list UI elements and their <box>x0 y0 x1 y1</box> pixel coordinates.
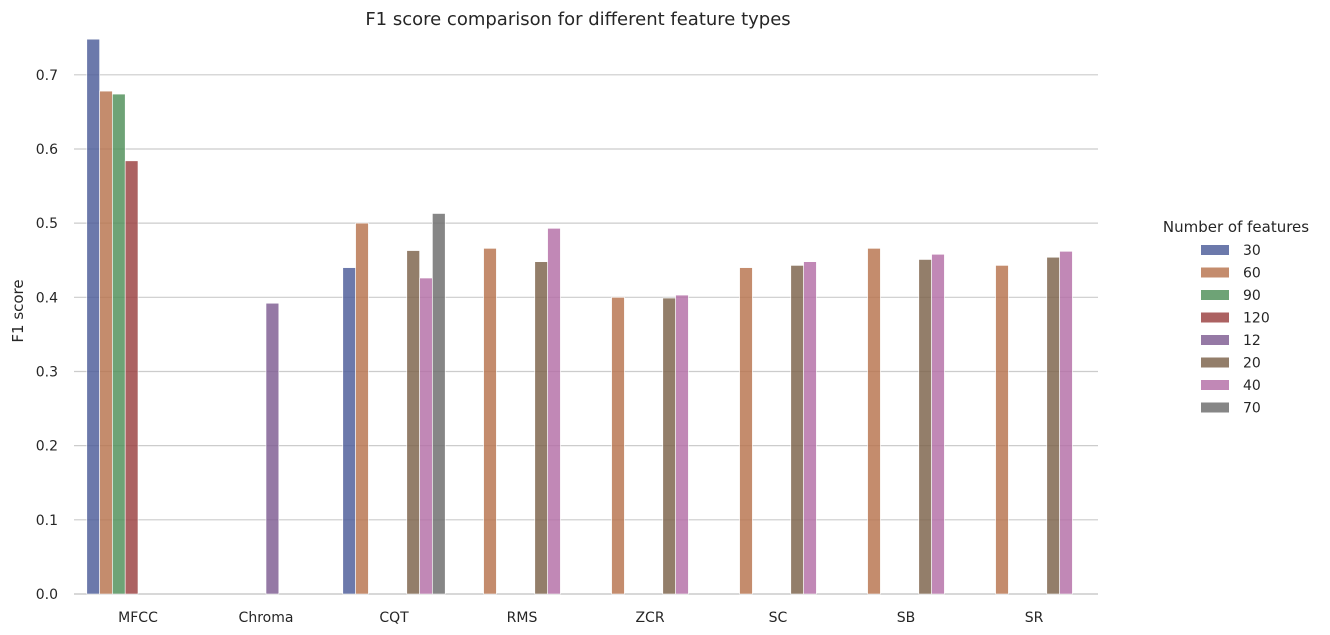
legend-swatch <box>1201 402 1229 413</box>
legend-label: 60 <box>1243 266 1261 282</box>
bar-sb-20 <box>918 259 932 595</box>
y-tick-label: 0.0 <box>36 587 58 603</box>
legend-swatch <box>1201 245 1229 255</box>
x-tick-label: SC <box>769 610 788 626</box>
legend-label: 120 <box>1243 311 1270 327</box>
y-tick-label: 0.1 <box>36 513 58 529</box>
legend-label: 70 <box>1243 401 1261 417</box>
x-tick-label: SR <box>1025 610 1044 626</box>
bar-sr-20 <box>1046 256 1060 595</box>
bar-mfcc-120 <box>124 160 139 595</box>
x-tick-label: Chroma <box>239 610 294 626</box>
bar-cqt-60 <box>355 222 369 595</box>
bar-cqt-70 <box>432 213 446 595</box>
x-tick-label: SB <box>897 610 916 626</box>
bar-sc-60 <box>739 267 753 595</box>
legend-swatch <box>1201 357 1229 368</box>
x-tick-label: ZCR <box>635 610 664 626</box>
bar-rms-60 <box>483 248 497 595</box>
x-tick-label: MFCC <box>118 610 158 626</box>
bar-mfcc-60 <box>99 90 113 595</box>
y-tick-label: 0.6 <box>36 142 58 158</box>
bar-rms-20 <box>534 261 548 595</box>
bar-sc-20 <box>790 265 804 595</box>
legend-swatch <box>1201 312 1229 323</box>
x-tick-labels: MFCC Chroma CQT RMS ZCR SC SB SR <box>118 610 1043 626</box>
legend-swatch <box>1201 380 1229 390</box>
legend-label: 40 <box>1243 378 1261 394</box>
legend-swatch <box>1201 267 1229 278</box>
bar-cqt-40 <box>419 277 433 595</box>
bar-zcr-60 <box>611 297 625 595</box>
legend-label: 20 <box>1243 356 1261 372</box>
legend-swatch <box>1201 335 1229 345</box>
y-tick-label: 0.5 <box>36 216 58 232</box>
bar-sr-40 <box>1059 251 1073 595</box>
y-tick-label: 0.2 <box>36 439 58 455</box>
bar-cqt-30 <box>342 267 356 595</box>
bar-cqt-20 <box>406 250 420 595</box>
y-tick-label: 0.7 <box>36 68 58 84</box>
legend-items: 30 60 90 120 12 20 40 70 <box>1201 243 1270 417</box>
legend-label: 90 <box>1243 288 1261 304</box>
y-tick-label: 0.4 <box>36 290 58 306</box>
x-tick-label: CQT <box>379 610 409 626</box>
bars <box>86 38 1073 595</box>
bar-rms-40 <box>547 228 561 595</box>
bar-zcr-20 <box>662 297 676 595</box>
bar-mfcc-90 <box>112 93 126 595</box>
bar-sc-40 <box>803 261 817 595</box>
legend: Number of features 30 60 90 120 12 20 40 70 <box>1163 218 1309 417</box>
y-tick-labels: 0.0 0.1 0.2 0.3 0.4 0.5 0.6 0.7 <box>36 68 58 603</box>
chart-title: F1 score comparison for different featur… <box>365 9 790 30</box>
legend-label: 12 <box>1243 333 1261 349</box>
y-tick-label: 0.3 <box>36 364 58 380</box>
legend-label: 30 <box>1243 243 1261 259</box>
legend-title: Number of features <box>1163 218 1309 236</box>
bar-chroma-12 <box>265 302 280 595</box>
bar-zcr-40 <box>675 294 689 595</box>
x-tick-label: RMS <box>507 610 538 626</box>
legend-swatch <box>1201 290 1229 300</box>
bar-sb-40 <box>931 253 945 595</box>
bar-mfcc-30 <box>86 38 100 595</box>
bar-sr-60 <box>995 265 1009 595</box>
y-axis-label: F1 score <box>9 279 27 342</box>
bar-sb-60 <box>867 248 881 595</box>
